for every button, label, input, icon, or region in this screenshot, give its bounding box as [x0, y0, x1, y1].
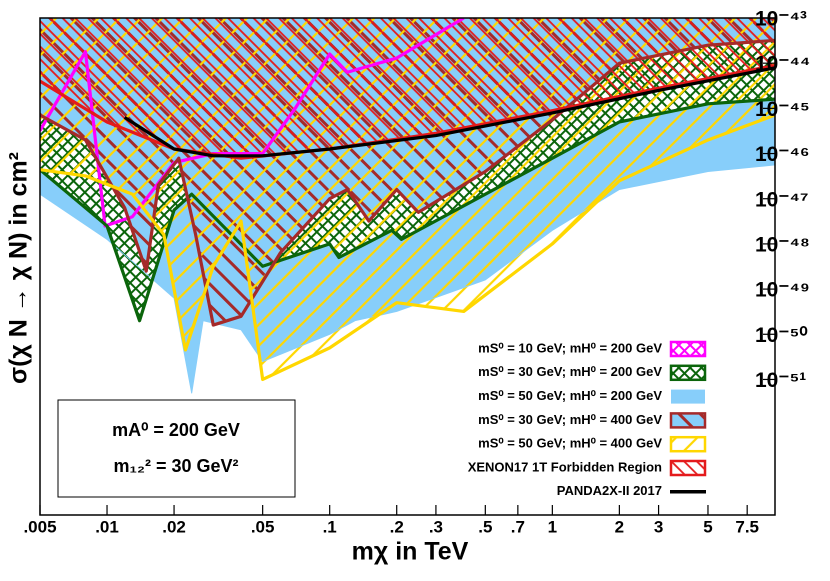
x-tick-label: .7 [511, 517, 525, 536]
legend-label: mS⁰ = 50 GeV; mH⁰ = 200 GeV [478, 388, 662, 403]
y-tick-label: 10⁻⁴⁶ [755, 143, 810, 166]
x-axis-label: mχ in TeV [352, 538, 469, 566]
legend-swatch [669, 364, 707, 382]
y-tick-label: 10⁻⁵¹ [755, 369, 806, 392]
curves [40, 18, 775, 394]
curve [123, 66, 775, 158]
annotation: m₁₂² = 30 GeV² [114, 456, 239, 476]
x-tick-label: .005 [23, 517, 56, 536]
plot-frame [39, 17, 776, 516]
x-tick-label: .5 [478, 517, 492, 536]
x-tick-label: 3 [654, 517, 663, 536]
annotation-box [57, 399, 296, 498]
y-tick-label: 10⁻⁴⁷ [755, 188, 809, 211]
legend-swatch [669, 340, 707, 358]
curve [40, 38, 775, 327]
x-tick-label: .02 [162, 517, 186, 536]
legend-swatch [669, 435, 707, 453]
legend-label: mS⁰ = 50 GeV; mH⁰ = 400 GeV [478, 436, 662, 451]
x-tick-label: .1 [323, 517, 337, 536]
x-tick-label: .05 [251, 517, 275, 536]
x-tick-label: 7.5 [735, 517, 759, 536]
legend-label: mS⁰ = 30 GeV; mH⁰ = 200 GeV [478, 364, 662, 379]
x-tick-label: 2 [615, 517, 624, 536]
annotation: mA⁰ = 200 GeV [112, 420, 240, 440]
x-tick-label: .3 [429, 517, 443, 536]
y-tick-label: 10⁻⁴⁵ [755, 98, 810, 121]
legend-label: XENON17 1T Forbidden Region [468, 459, 662, 474]
region [40, 18, 775, 159]
legend-label: mS⁰ = 10 GeV; mH⁰ = 200 GeV [478, 340, 662, 355]
legend-swatch [669, 459, 707, 477]
legend-swatch [671, 389, 705, 404]
x-tick-label: 5 [703, 517, 712, 536]
y-axis-label: σ(χ N → χ N) in cm² [5, 152, 33, 384]
legend-label: mS⁰ = 30 GeV; mH⁰ = 400 GeV [478, 412, 662, 427]
curve [40, 97, 775, 323]
y-tick-label: 10⁻⁴³ [755, 8, 807, 31]
legend-label: PANDA2X-II 2017 [557, 483, 662, 498]
x-tick-label: .2 [390, 517, 404, 536]
y-tick-label: 10⁻⁵⁰ [755, 324, 808, 347]
y-tick-label: 10⁻⁴⁴ [755, 53, 810, 76]
legend-swatch [669, 412, 707, 429]
curve [40, 113, 775, 382]
regions [40, 18, 775, 394]
y-tick-label: 10⁻⁴⁹ [755, 279, 810, 302]
curve [40, 18, 465, 228]
x-tick-label: 1 [548, 517, 557, 536]
x-tick-label: .01 [95, 517, 119, 536]
y-tick-label: 10⁻⁴⁸ [755, 233, 810, 256]
